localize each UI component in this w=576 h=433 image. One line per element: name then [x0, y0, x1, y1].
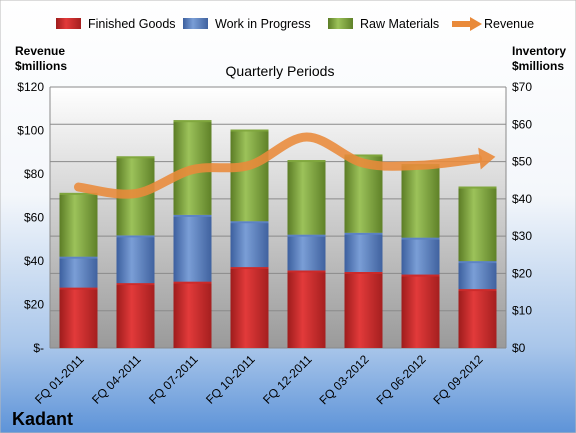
bar-top-edge [344, 271, 383, 274]
bar-work-in-progress [59, 256, 98, 288]
bar-top-edge [116, 283, 155, 286]
bar-top-edge [230, 129, 269, 132]
left-tick-label: $100 [17, 124, 44, 138]
legend-label: Revenue [484, 17, 534, 31]
bars [59, 120, 497, 348]
bar-raw-materials [59, 192, 98, 257]
bar-finished-goods [173, 281, 212, 348]
bar-top-edge [173, 214, 212, 217]
bar-top-edge [287, 270, 326, 273]
bar-top-edge [59, 287, 98, 290]
right-tick-label: $20 [512, 266, 532, 280]
revenue-line-arrowhead [478, 147, 496, 170]
bar-finished-goods [401, 274, 440, 348]
revenue-line-path [74, 132, 482, 199]
bar-work-in-progress [116, 235, 155, 284]
bar-raw-materials [230, 129, 269, 222]
bar-work-in-progress [344, 232, 383, 272]
left-tick-label: $- [33, 341, 44, 355]
left-axis-title-line2: $millions [15, 59, 67, 73]
chart-subtitle: Quarterly Periods [226, 63, 335, 79]
legend-swatch [56, 18, 81, 29]
bar-work-in-progress [458, 261, 497, 290]
bar-top-edge [116, 235, 155, 238]
bar-work-in-progress [287, 234, 326, 271]
right-tick-label: $30 [512, 229, 532, 243]
legend-label: Raw Materials [360, 17, 439, 31]
revenue-line [74, 132, 496, 199]
bar-top-edge [173, 120, 212, 123]
bar-work-in-progress [230, 221, 269, 268]
right-axis-title-line2: $millions [512, 59, 564, 73]
legend-swatch [328, 18, 353, 29]
bar-finished-goods [116, 283, 155, 348]
legend-swatch-arrow [470, 17, 482, 31]
bar-raw-materials [458, 186, 497, 262]
bar-raw-materials [401, 164, 440, 238]
right-axis-ticks: $0 $10 $20 $30 $40 $50 $60 $70 [512, 80, 532, 355]
bar-top-edge [116, 156, 155, 159]
left-axis-title-line1: Revenue [15, 44, 65, 58]
bar-top-edge [458, 289, 497, 292]
bar-work-in-progress [173, 214, 212, 282]
bar-top-edge [287, 160, 326, 163]
bar-top-edge [230, 221, 269, 224]
bar-top-edge [401, 274, 440, 277]
bar-top-edge [401, 237, 440, 240]
bar-finished-goods [458, 289, 497, 348]
right-tick-label: $10 [512, 304, 532, 318]
bar-top-edge [230, 267, 269, 270]
left-tick-label: $80 [24, 167, 44, 181]
bar-finished-goods [344, 271, 383, 348]
left-tick-label: $20 [24, 298, 44, 312]
bar-top-edge [287, 234, 326, 237]
bar-top-edge [458, 261, 497, 264]
right-tick-label: $40 [512, 192, 532, 206]
bar-finished-goods [59, 287, 98, 348]
bar-top-edge [458, 186, 497, 189]
right-tick-label: $60 [512, 117, 532, 131]
right-axis-title-line1: Inventory [512, 44, 566, 58]
left-tick-label: $60 [24, 211, 44, 225]
legend-label: Finished Goods [88, 17, 176, 31]
bar-finished-goods [287, 270, 326, 348]
right-tick-label: $70 [512, 80, 532, 94]
bar-top-edge [59, 192, 98, 195]
right-tick-label: $0 [512, 341, 526, 355]
bar-work-in-progress [401, 237, 440, 275]
left-axis-ticks: $- $20 $40 $60 $80 $100 $120 [17, 80, 44, 355]
company-name: Kadant [12, 409, 73, 429]
bar-finished-goods [230, 267, 269, 348]
left-tick-label: $120 [17, 80, 44, 94]
bar-raw-materials [287, 160, 326, 235]
bar-top-edge [344, 154, 383, 157]
legend-label: Work in Progress [215, 17, 311, 31]
bar-top-edge [59, 256, 98, 259]
right-tick-label: $50 [512, 155, 532, 169]
left-tick-label: $40 [24, 254, 44, 268]
bar-top-edge [344, 232, 383, 235]
bar-top-edge [173, 281, 212, 284]
legend: Finished Goods Work in Progress Raw Materi… [56, 17, 534, 31]
legend-swatch [183, 18, 208, 29]
